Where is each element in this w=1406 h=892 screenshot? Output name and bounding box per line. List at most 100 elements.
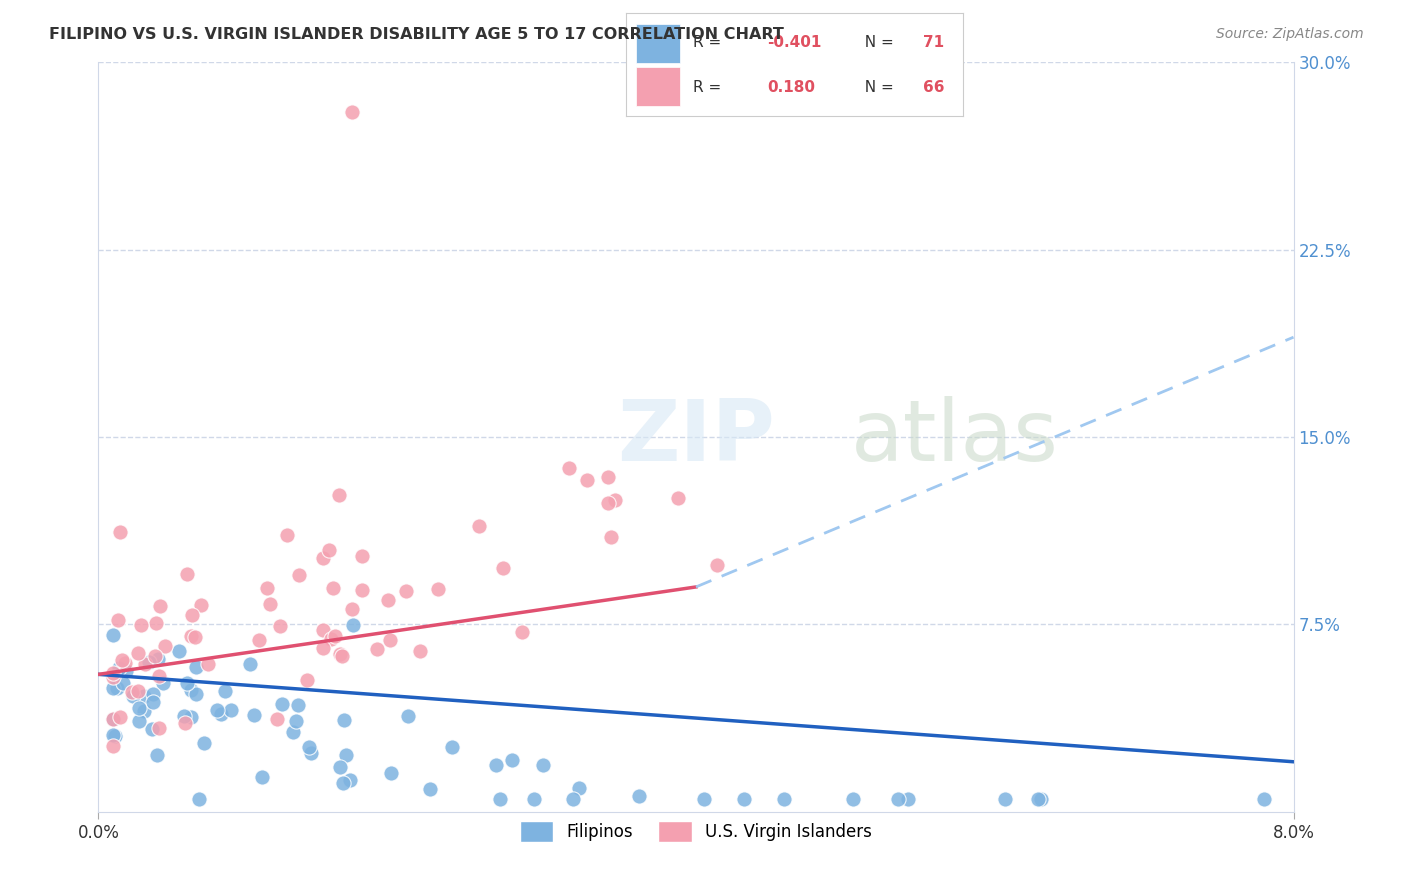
Point — [342, 105, 364, 120]
Point — [1253, 792, 1275, 806]
Point — [142, 695, 165, 709]
Point — [269, 619, 291, 633]
Point — [897, 792, 920, 806]
Point — [561, 792, 583, 806]
Point — [1026, 792, 1049, 806]
Point — [103, 728, 125, 742]
Point — [108, 525, 131, 540]
Point — [103, 712, 125, 726]
Point — [600, 530, 623, 544]
Point — [576, 473, 599, 487]
Point — [187, 792, 209, 806]
Point — [342, 617, 364, 632]
Point — [312, 550, 335, 565]
Text: FILIPINO VS U.S. VIRGIN ISLANDER DISABILITY AGE 5 TO 17 CORRELATION CHART: FILIPINO VS U.S. VIRGIN ISLANDER DISABIL… — [49, 27, 785, 42]
Point — [281, 725, 304, 739]
Point — [250, 770, 273, 784]
Point — [284, 714, 307, 728]
Point — [121, 684, 143, 698]
Point — [114, 656, 136, 670]
Point — [152, 675, 174, 690]
Point — [176, 567, 198, 582]
Point — [219, 703, 242, 717]
Point — [103, 627, 125, 641]
Point — [176, 676, 198, 690]
Point — [259, 598, 281, 612]
Point — [396, 709, 419, 723]
Point — [197, 657, 219, 671]
Point — [706, 558, 728, 573]
Point — [103, 712, 125, 726]
Bar — [636, 67, 679, 106]
Point — [501, 753, 523, 767]
Point — [103, 729, 125, 743]
Point — [239, 657, 262, 671]
Point — [127, 684, 149, 698]
Point — [145, 615, 167, 630]
Point — [329, 647, 352, 661]
Point — [271, 698, 294, 712]
Point — [180, 608, 202, 623]
Point — [523, 792, 546, 806]
Text: N =: N = — [855, 35, 898, 50]
Point — [666, 491, 689, 505]
Point — [180, 710, 202, 724]
Point — [773, 792, 796, 806]
Point — [143, 649, 166, 664]
Point — [122, 690, 145, 704]
Text: -0.401: -0.401 — [768, 35, 821, 50]
Point — [184, 660, 207, 674]
Point — [426, 582, 449, 596]
Legend: Filipinos, U.S. Virgin Islanders: Filipinos, U.S. Virgin Islanders — [513, 814, 879, 848]
Point — [333, 713, 356, 727]
Point — [103, 665, 125, 680]
Point — [841, 792, 863, 806]
Point — [266, 712, 288, 726]
Point — [115, 664, 138, 678]
Point — [298, 740, 321, 755]
Point — [111, 653, 134, 667]
Point — [183, 631, 205, 645]
Point — [557, 461, 579, 475]
Point — [142, 687, 165, 701]
Point — [205, 703, 228, 717]
Point — [214, 683, 236, 698]
Point — [512, 624, 534, 639]
Point — [110, 710, 132, 724]
Point — [318, 543, 340, 558]
Point — [887, 792, 910, 806]
Point — [103, 739, 125, 753]
Point — [256, 582, 278, 596]
Point — [322, 581, 344, 595]
Point — [485, 758, 508, 772]
Point — [693, 792, 716, 806]
Point — [155, 639, 177, 653]
Point — [209, 706, 232, 721]
Point — [332, 648, 354, 663]
Point — [141, 723, 163, 737]
Point — [180, 629, 202, 643]
Point — [352, 583, 374, 598]
Point — [131, 617, 153, 632]
Point — [149, 599, 172, 613]
Point — [128, 714, 150, 728]
Point — [531, 757, 554, 772]
Point — [287, 698, 309, 712]
Point — [146, 747, 169, 762]
Point — [103, 681, 125, 696]
Text: ZIP: ZIP — [617, 395, 775, 479]
Point — [112, 675, 135, 690]
Point — [733, 792, 755, 806]
Text: 0.180: 0.180 — [768, 79, 815, 95]
Text: atlas: atlas — [852, 395, 1059, 479]
Point — [340, 601, 363, 615]
Point — [174, 715, 197, 730]
Point — [299, 746, 322, 760]
Point — [319, 632, 342, 646]
Point — [132, 689, 155, 703]
Point — [328, 488, 350, 502]
Point — [180, 682, 202, 697]
Point — [994, 792, 1017, 806]
Point — [366, 642, 388, 657]
Point — [132, 705, 155, 719]
